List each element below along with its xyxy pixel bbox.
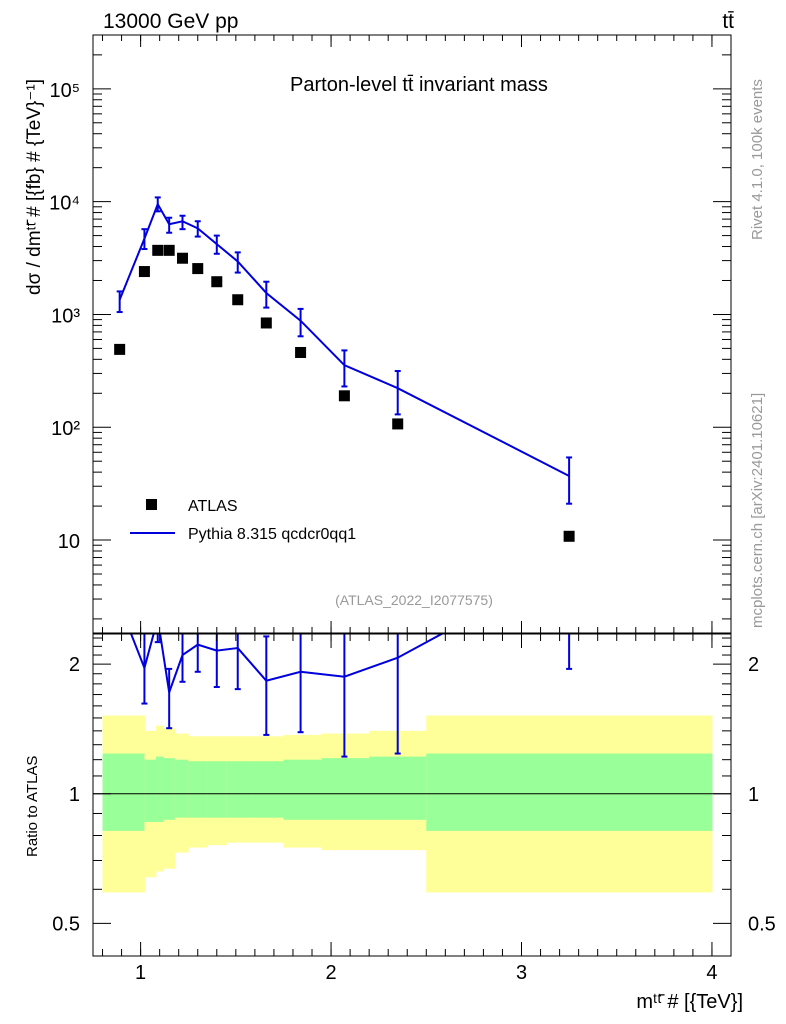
main-ticks: [93, 34, 731, 633]
data-point: [192, 263, 204, 275]
data-point: [114, 343, 126, 355]
data-point: [338, 390, 350, 402]
legend-marker-atlas: [146, 499, 157, 510]
inner-band-segment: [163, 758, 176, 820]
data-point: [177, 252, 189, 264]
ratio-frame: [92, 633, 732, 957]
inner-band-segment: [369, 756, 427, 820]
watermark-label: (ATLAS_2022_I2077575): [335, 592, 493, 608]
y-tick-label: 10⁵: [49, 80, 80, 102]
ratio-y-tick-label-left: 1: [69, 784, 80, 806]
main-frame: [92, 34, 732, 634]
x-tick-label: 3: [516, 962, 527, 984]
data-point: [163, 244, 175, 256]
data-point: [563, 530, 575, 542]
main-panel: Parton-level tt̄ invariant mass (ATLAS_2…: [24, 34, 732, 634]
inner-band-segment: [155, 756, 164, 822]
ratio-y-tick-label-left: 0.5: [52, 913, 80, 935]
ratio-y-tick-label-right: 2: [748, 654, 759, 676]
data-point: [232, 294, 244, 306]
legend: ATLAS Pythia 8.315 qcdcr0qq1: [130, 498, 356, 543]
y-tick-label: 10²: [51, 418, 80, 440]
inner-band-segment: [144, 759, 157, 822]
ratio-panel: Ratio to ATLAS 1 2 3 4 0.5 0.5 1 1 2 2 mᵗᵗ̄ # [{T…: [24, 633, 776, 1013]
y-tick-label: 10³: [51, 305, 80, 327]
x-axis-label: mᵗᵗ̄ # [{TeV}]: [636, 991, 743, 1013]
ratio-y-axis-label: Ratio to ATLAS: [24, 756, 41, 857]
rivet-label: Rivet 4.1.0, 100k events: [749, 79, 766, 240]
legend-label-mc: Pythia 8.315 qcdcr0qq1: [188, 526, 356, 543]
inner-band-segment: [102, 753, 145, 831]
data-point: [295, 346, 307, 358]
main-tick-labels: 10 10² 10³ 10⁴ 10⁵: [49, 80, 80, 553]
data-series: [114, 244, 575, 542]
mcplots-label: mcplots.cern.ch [arXiv:2401.10621]: [749, 393, 766, 628]
inner-band-segment: [188, 761, 208, 818]
inner-band-segment: [426, 753, 713, 831]
ratio-y-tick-label-right: 1: [748, 784, 759, 806]
inner-band-segment: [226, 761, 252, 818]
data-point: [260, 317, 272, 329]
mc-series: [116, 196, 573, 505]
y-tick-label: 10: [58, 531, 80, 553]
ratio-y-tick-label-right: 0.5: [748, 913, 776, 935]
ratio-ticks: [93, 634, 731, 956]
data-point: [138, 266, 150, 278]
ratio-mc-series: [130, 634, 573, 758]
mc-line: [118, 201, 570, 477]
legend-label-atlas: ATLAS: [188, 498, 238, 515]
chart-title: Parton-level tt̄ invariant mass: [290, 74, 548, 96]
y-tick-label: 10⁴: [49, 193, 80, 215]
y-axis-label: dσ / dmᵗᵗ̄ # [{fb} # {TeV}⁻¹]: [24, 79, 45, 295]
ratio-y-tick-label-left: 2: [69, 654, 80, 676]
inner-band-segment: [251, 761, 284, 818]
x-tick-label: 2: [325, 962, 336, 984]
x-tick-label: 1: [135, 962, 146, 984]
inner-band-segment: [283, 759, 323, 820]
inner-band-segment: [207, 761, 227, 818]
ratio-tick-labels: 1 2 3 4 0.5 0.5 1 1 2 2: [52, 654, 776, 984]
inner-band-segment: [174, 759, 189, 818]
energy-label: 13000 GeV pp: [103, 10, 238, 33]
data-point: [211, 276, 223, 288]
data-point: [392, 418, 404, 430]
inner-band-segment: [321, 758, 370, 820]
uncertainty-bands: [102, 715, 713, 893]
data-point: [152, 244, 164, 256]
process-label: tt̄: [722, 10, 734, 33]
x-tick-label: 4: [706, 962, 717, 984]
